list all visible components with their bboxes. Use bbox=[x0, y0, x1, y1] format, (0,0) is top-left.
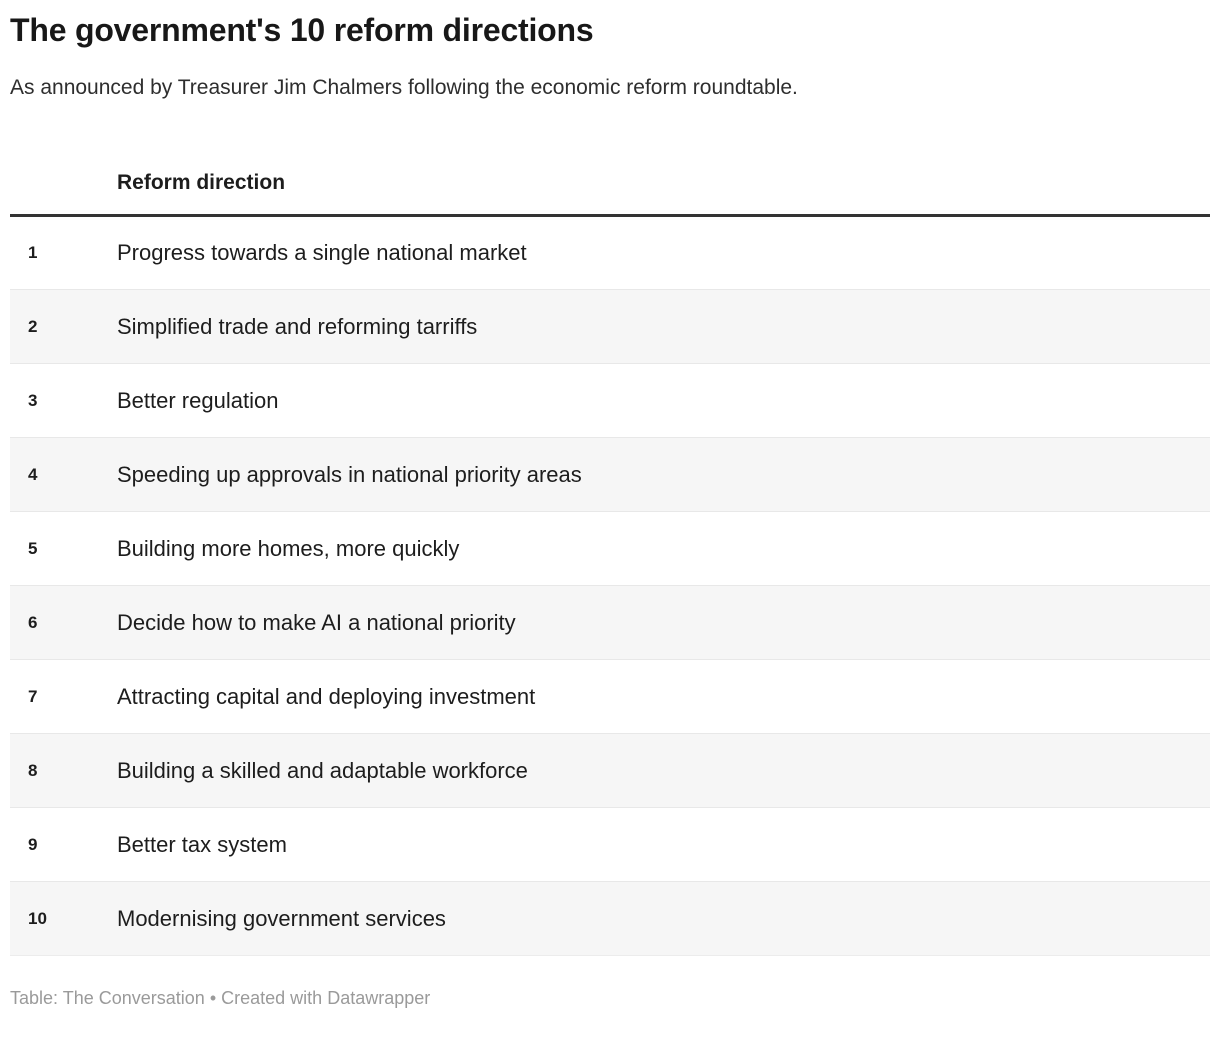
row-direction: Better tax system bbox=[117, 831, 287, 857]
table-row: 8 Building a skilled and adaptable workf… bbox=[10, 733, 1210, 808]
datawrapper-credit-link[interactable]: Created with Datawrapper bbox=[221, 988, 431, 1008]
table-row: 1 Progress towards a single national mar… bbox=[10, 216, 1210, 290]
table-row: 6 Decide how to make AI a national prior… bbox=[10, 585, 1210, 660]
table-row: 3 Better regulation bbox=[10, 363, 1210, 438]
row-direction: Speeding up approvals in national priori… bbox=[117, 461, 582, 487]
source-label: Table: The Conversation bbox=[10, 988, 205, 1008]
row-number: 4 bbox=[28, 464, 38, 484]
row-number: 6 bbox=[28, 612, 38, 632]
row-number: 7 bbox=[28, 686, 38, 706]
row-direction: Building a skilled and adaptable workfor… bbox=[117, 757, 528, 783]
row-direction: Progress towards a single national marke… bbox=[117, 240, 527, 265]
column-header-direction: Reform direction bbox=[117, 162, 1210, 217]
row-number: 10 bbox=[28, 908, 47, 928]
table-header: Reform direction bbox=[10, 162, 1210, 217]
table-row: 2 Simplified trade and reforming tarriff… bbox=[10, 289, 1210, 364]
column-header-number bbox=[10, 162, 117, 217]
attribution-footer: Table: The Conversation • Created with D… bbox=[10, 987, 1210, 1010]
row-direction: Simplified trade and reforming tarriffs bbox=[117, 313, 478, 339]
row-number: 2 bbox=[28, 316, 38, 336]
table-body: 1 Progress towards a single national mar… bbox=[10, 216, 1210, 956]
reform-directions-table: Reform direction 1 Progress towards a si… bbox=[10, 162, 1210, 956]
row-direction: Modernising government services bbox=[117, 905, 446, 931]
page-title: The government's 10 reform directions bbox=[10, 12, 594, 48]
row-direction: Building more homes, more quickly bbox=[117, 535, 460, 561]
row-direction: Better regulation bbox=[117, 387, 279, 413]
row-direction: Decide how to make AI a national priorit… bbox=[117, 609, 516, 635]
table-row: 4 Speeding up approvals in national prio… bbox=[10, 437, 1210, 512]
table-row: 10 Modernising government services bbox=[10, 881, 1210, 956]
row-number: 3 bbox=[28, 390, 38, 410]
table-row: 7 Attracting capital and deploying inves… bbox=[10, 659, 1210, 734]
table-row: 9 Better tax system bbox=[10, 807, 1210, 882]
row-number: 9 bbox=[28, 834, 38, 854]
row-number: 8 bbox=[28, 760, 38, 780]
row-number: 5 bbox=[28, 538, 38, 558]
row-number: 1 bbox=[28, 243, 38, 262]
row-direction: Attracting capital and deploying investm… bbox=[117, 683, 536, 709]
table-row: 5 Building more homes, more quickly bbox=[10, 511, 1210, 586]
page-subtitle: As announced by Treasurer Jim Chalmers f… bbox=[10, 76, 798, 99]
footer-separator: • bbox=[209, 988, 217, 1008]
